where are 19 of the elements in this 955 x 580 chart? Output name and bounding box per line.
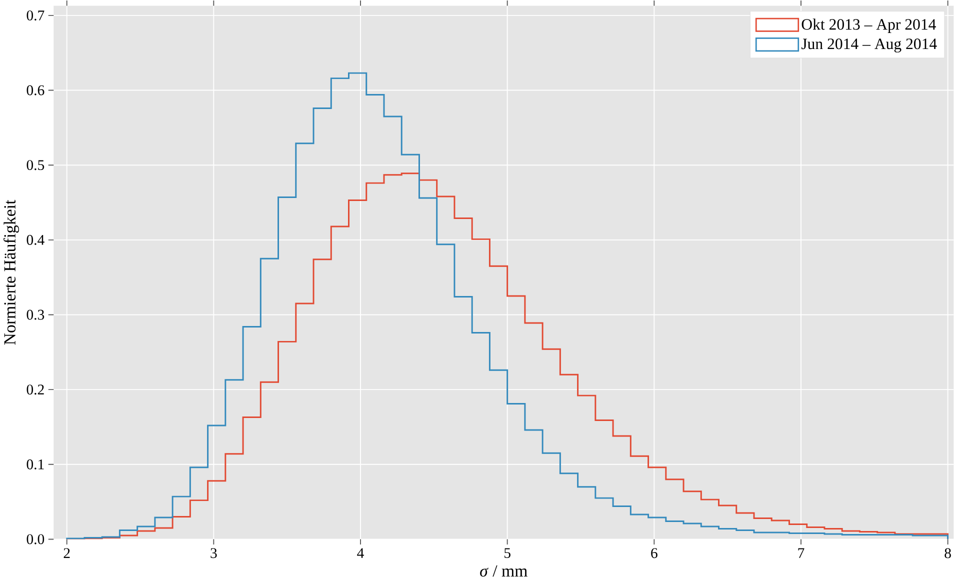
y-tick-label: 0.4 (26, 234, 44, 245)
x-tick-label: 5 (504, 548, 510, 558)
y-tick-label: 0.2 (26, 384, 44, 395)
legend-label: Okt 2013 – Apr 2014 (802, 18, 936, 33)
x-tick-label: 4 (357, 548, 364, 558)
y-tick-label: 0.5 (26, 160, 44, 170)
y-tick-label: 0.6 (26, 85, 44, 96)
x-tick-label: 6 (651, 548, 658, 558)
y-tick-label: 0.7 (26, 10, 44, 20)
legend-label: Jun 2014 – Aug 2014 (801, 38, 937, 52)
y-axis-title: Normierte Häufigkeit (4, 200, 19, 345)
y-tick-label: 0.1 (26, 459, 44, 470)
y-tick-label: 0.0 (26, 534, 44, 544)
x-tick-label: 8 (944, 548, 951, 558)
x-tick-label: 7 (798, 548, 804, 558)
y-tick-label: 0.3 (26, 310, 44, 320)
x-tick-label: 3 (210, 548, 217, 558)
x-axis-title: σ / mm (480, 565, 528, 577)
x-tick-label: 2 (64, 548, 70, 558)
